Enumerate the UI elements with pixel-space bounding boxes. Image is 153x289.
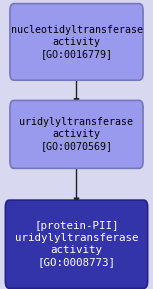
Text: nucleotidyltransferase
activity
[GO:0016779]: nucleotidyltransferase activity [GO:0016…	[11, 25, 142, 59]
Text: uridylyltransferase
activity
[GO:0070569]: uridylyltransferase activity [GO:0070569…	[19, 117, 134, 151]
FancyBboxPatch shape	[5, 200, 148, 288]
Text: [protein-PII]
uridylyltransferase
activity
[GO:0008773]: [protein-PII] uridylyltransferase activi…	[15, 221, 138, 267]
FancyBboxPatch shape	[10, 3, 143, 80]
FancyBboxPatch shape	[10, 101, 143, 168]
